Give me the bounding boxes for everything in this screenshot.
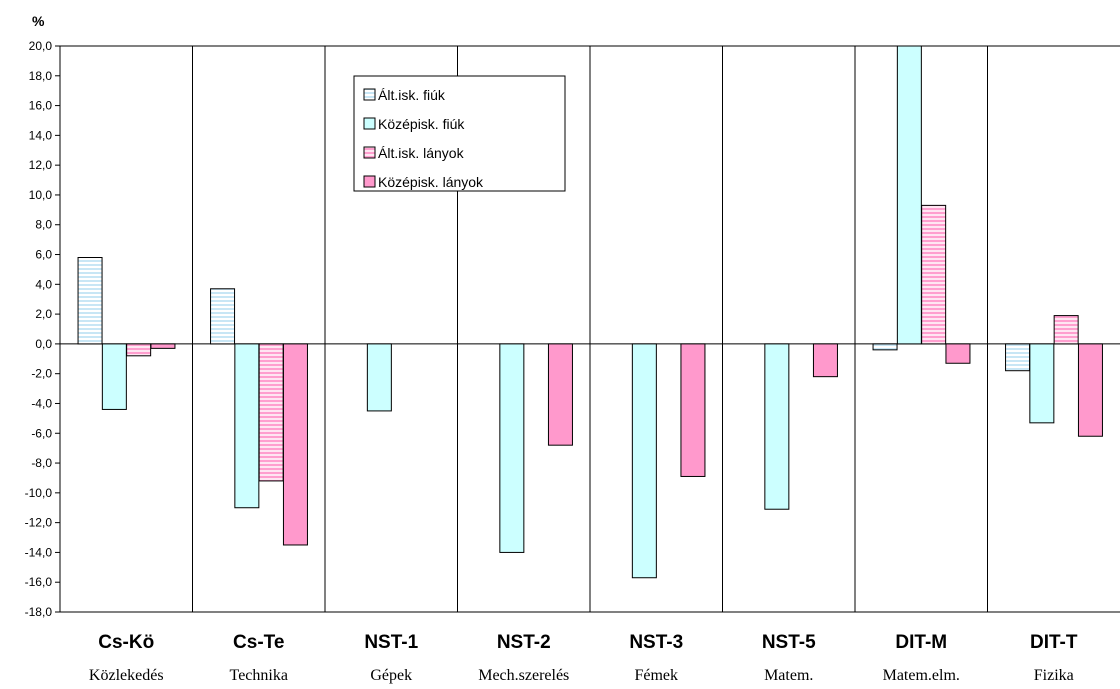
category-code-label: Cs-Kö [98,632,154,653]
category-name-label: Fizika [1034,667,1074,684]
legend-swatch [363,146,376,159]
category-name-label: Mech.szerelés [478,667,569,684]
bar [764,343,790,510]
legend-label: Középisk. lányok [378,174,484,190]
bar [366,343,392,412]
bar [921,204,947,345]
y-tick-label: -18,0 [25,605,53,619]
y-tick-label: 10,0 [29,188,53,202]
bar [150,343,176,349]
category-code-label: NST-2 [497,632,551,653]
y-axis-ticks: -18,0 -16,0 -14,0 -12,0 -10,0 -8,0 -6,0 -4,0 -2,… [25,39,60,619]
bar [896,45,922,345]
bar [812,343,838,378]
y-axis-label: % [32,13,45,29]
y-tick-label: -12,0 [25,516,53,530]
bar [680,343,706,477]
bar [547,343,573,446]
category-name-label: Matem. [764,667,813,684]
y-tick-label: -10,0 [25,486,53,500]
bar [499,343,525,553]
y-tick-label: 0,0 [35,337,52,351]
legend-label: Ált.isk. lányok [378,145,465,161]
legend-box [353,75,566,192]
category-code-label: NST-1 [364,632,418,653]
bar [1029,343,1055,424]
category-name-label: Fémek [634,667,678,684]
bar [101,343,127,410]
y-tick-label: 20,0 [29,39,53,53]
y-tick-label: 2,0 [35,307,52,321]
bar [126,343,152,357]
y-tick-label: 4,0 [35,277,52,291]
bar [1077,343,1103,437]
y-tick-label: -4,0 [31,396,52,410]
bar [77,257,103,345]
bar [945,343,971,364]
y-tick-label: -16,0 [25,575,53,589]
y-tick-label: 12,0 [29,158,53,172]
category-name-label: Gépek [370,667,412,684]
legend-swatch [363,175,376,188]
bar [1005,343,1031,372]
category-name-label: Technika [230,667,288,684]
y-tick-label: -14,0 [25,545,53,559]
category-code-label: NST-3 [629,632,683,653]
category-code-label: NST-5 [762,632,816,653]
bar [1053,315,1079,345]
y-tick-label: 16,0 [29,99,53,113]
bar [631,343,657,579]
bar [234,343,260,509]
y-tick-label: 18,0 [29,69,53,83]
y-tick-label: -2,0 [31,367,52,381]
bars [77,45,1103,579]
category-code-label: DIT-T [1030,632,1078,653]
category-code-label: DIT-M [895,632,947,653]
category-name-label: Matem.elm. [883,667,960,684]
category-code-label: Cs-Te [233,632,284,653]
legend-swatch [363,117,376,130]
legend: Ált.isk. fiúk Középisk. fiúk Ált.isk. lány… [353,75,566,192]
y-tick-label: -6,0 [31,426,52,440]
bar [210,288,236,345]
category-name-label: Közlekedés [89,667,164,684]
y-tick-label: 6,0 [35,248,52,262]
legend-swatch [363,88,376,101]
legend-label: Középisk. fiúk [378,116,465,132]
legend-label: Ált.isk. fiúk [378,87,446,103]
y-tick-label: 14,0 [29,128,53,142]
y-tick-label: 8,0 [35,218,52,232]
bar [258,343,284,482]
category-labels: Cs-Kö Közlekedés Cs-Te Technika NST-1 Gépek NS… [89,632,1078,684]
bar [872,343,898,351]
bar [282,343,308,546]
y-tick-label: -8,0 [31,456,52,470]
